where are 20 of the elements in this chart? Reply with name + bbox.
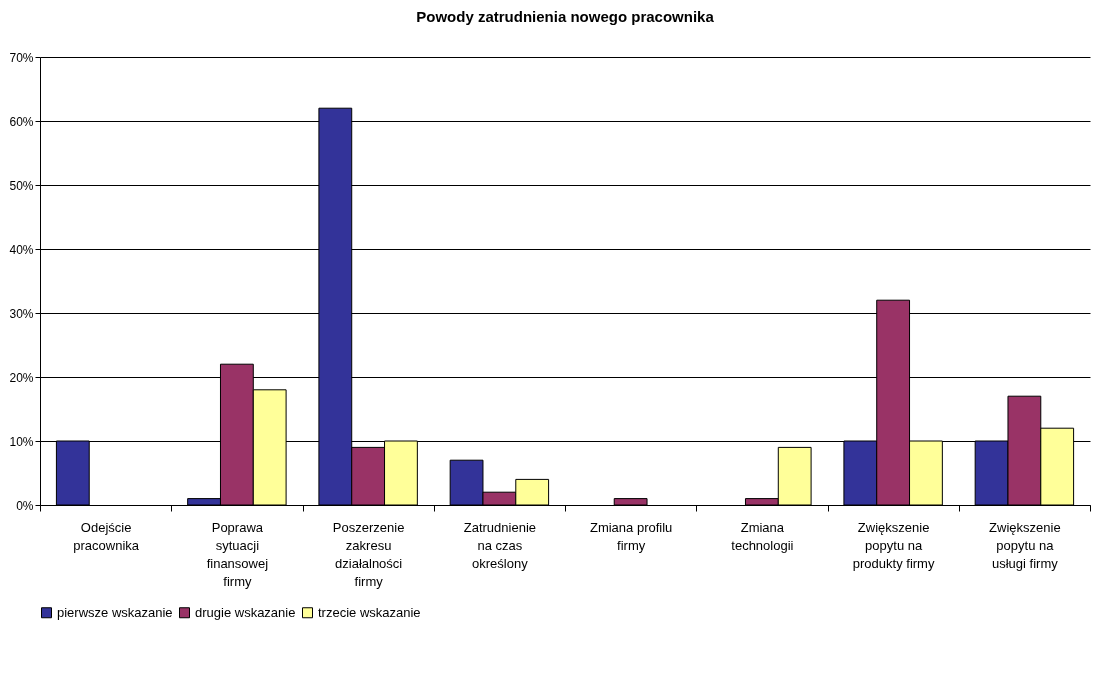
legend-label: trzecie wskazanie <box>318 604 421 620</box>
y-tick-label: 0% <box>16 498 34 513</box>
x-tick-label: Odejście pracownika <box>73 519 140 553</box>
x-tick-label: Zwiększenie popytu na usługi firmy <box>989 519 1061 571</box>
y-tick-label: 30% <box>9 306 34 321</box>
x-tick-label: Zatrudnienie na czas określony <box>463 519 537 571</box>
x-tick-label: Zmiana technologii <box>731 519 794 553</box>
y-tick-label: 70% <box>9 50 34 65</box>
x-tick-label: Zwiększenie popytu na produkty firmy <box>852 519 935 571</box>
y-tick-label: 60% <box>9 114 34 129</box>
y-tick-label: 10% <box>9 434 34 449</box>
x-tick-label: Poprawa sytuacji finansowej firmy <box>206 519 269 589</box>
chart-title: Powody zatrudnienia nowego pracownika <box>416 8 715 25</box>
x-tick-label: Poszerzenie zakresu działalności firmy <box>332 519 405 589</box>
legend-label: drugie wskazanie <box>195 604 296 620</box>
y-tick-label: 50% <box>9 178 34 193</box>
y-tick-label: 20% <box>9 370 34 385</box>
legend-label: pierwsze wskazanie <box>57 604 173 620</box>
x-tick-label: Zmiana profilu firmy <box>589 519 673 553</box>
y-tick-label: 40% <box>9 242 34 257</box>
